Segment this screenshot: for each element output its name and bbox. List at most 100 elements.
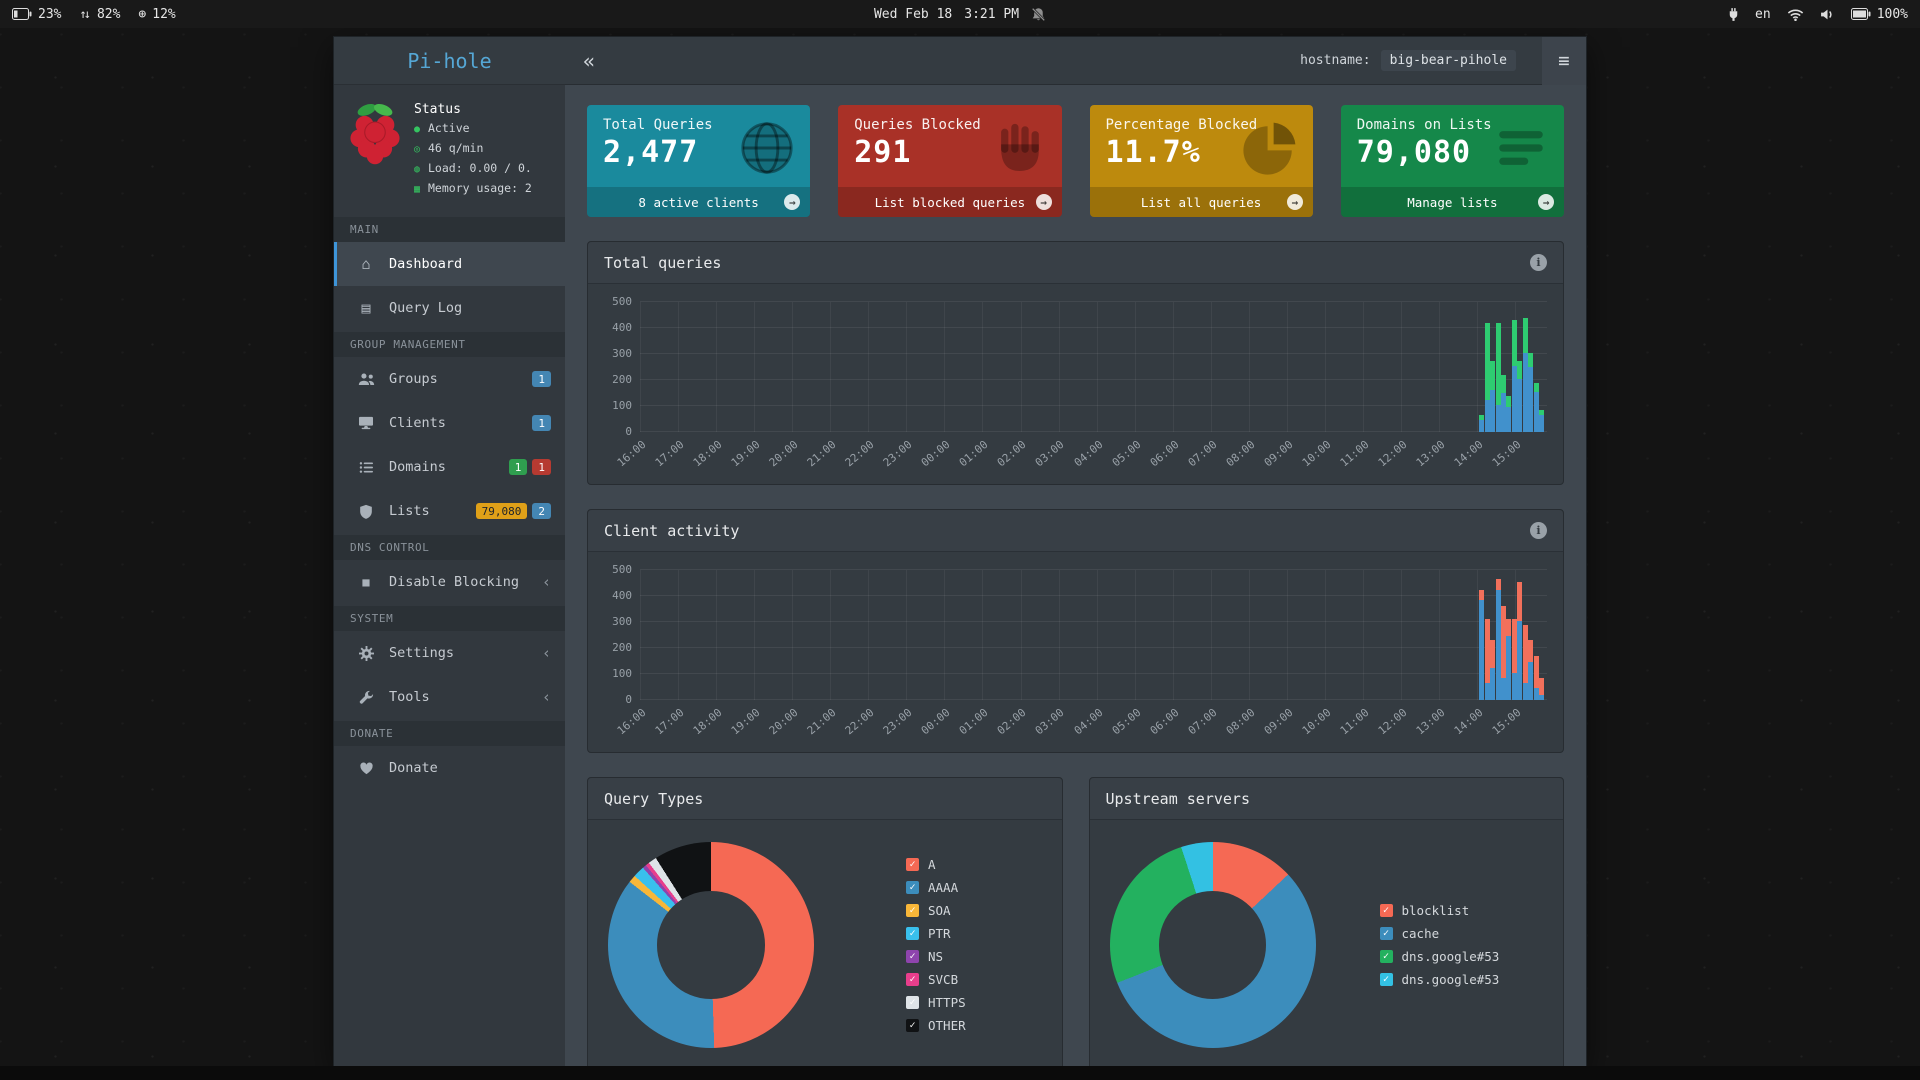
legend-item-cache[interactable]: ✓ cache xyxy=(1379,925,1500,942)
bar-segment xyxy=(1479,599,1485,700)
legend-color-box: ✓ xyxy=(1379,950,1393,963)
wrench-icon xyxy=(356,690,376,705)
status-rate-row: ◎ 46 q/min xyxy=(414,139,532,159)
card-value: 11.7% xyxy=(1105,135,1201,170)
x-axis-label: 16:00 xyxy=(614,706,649,738)
card-footer-link[interactable]: List blocked queries → xyxy=(838,187,1062,217)
v-gridline xyxy=(982,302,984,432)
menu-button[interactable]: ≡ xyxy=(1542,36,1586,85)
system-status-bar: 23% ↑↓ 82% ⊕ 12% Wed Feb 18 3:21 PM en xyxy=(0,0,1920,28)
legend-item-a[interactable]: ✓ A xyxy=(906,856,966,873)
bar-segment xyxy=(1495,322,1501,405)
v-gridline xyxy=(1401,570,1403,700)
card-footer-link[interactable]: List all queries → xyxy=(1089,187,1313,217)
users-icon xyxy=(356,372,376,386)
status-active-row: ● Active xyxy=(414,119,532,139)
legend-item-dns-google-53[interactable]: ✓ dns.google#53 xyxy=(1379,971,1499,988)
sidebar-item-label: Settings xyxy=(389,645,455,661)
sidebar-item-domains[interactable]: Domains 1 1 xyxy=(334,445,565,489)
pihole-logo[interactable]: Pi-hole xyxy=(334,37,565,85)
bar-segment xyxy=(1490,360,1496,391)
usb-icon[interactable] xyxy=(1728,7,1739,22)
card-footer-link[interactable]: 8 active clients → xyxy=(587,187,811,217)
wifi-icon[interactable] xyxy=(1787,8,1804,21)
sidebar-item-tools[interactable]: Tools ‹ xyxy=(334,675,565,719)
x-axis-label: 10:00 xyxy=(1299,706,1334,738)
x-axis-label: 12:00 xyxy=(1375,438,1410,470)
v-gridline xyxy=(830,302,832,432)
v-gridline xyxy=(1324,570,1326,700)
donut-hole xyxy=(657,891,765,999)
legend-item-dns-google-53[interactable]: ✓ dns.google#53 xyxy=(1379,948,1499,965)
sidebar-item-clients[interactable]: Clients 1 xyxy=(334,401,565,445)
x-axis-label: 21:00 xyxy=(804,706,839,738)
legend-color-box: ✓ xyxy=(906,973,919,986)
raspberry-logo xyxy=(350,104,400,165)
pie-chart-icon xyxy=(1243,122,1296,175)
legend-item-ns[interactable]: ✓ NS xyxy=(906,948,966,965)
legend-item-blocklist[interactable]: ✓ blocklist xyxy=(1379,902,1500,919)
volume-icon[interactable] xyxy=(1820,8,1835,21)
sidebar-item-donate[interactable]: Donate xyxy=(334,746,565,790)
x-axis-label: 02:00 xyxy=(995,438,1029,470)
sidebar-item-disable-blocking[interactable]: ■ Disable Blocking ‹ xyxy=(334,560,565,604)
legend-item-https[interactable]: ✓ HTTPS xyxy=(906,994,966,1011)
sidebar-item-groups[interactable]: Groups 1 xyxy=(334,357,565,401)
v-gridline xyxy=(640,570,641,700)
bar-segment xyxy=(1522,683,1528,700)
legend-item-other[interactable]: ✓ OTHER xyxy=(906,1017,966,1034)
bell-muted-icon[interactable] xyxy=(1031,7,1046,22)
bar-segment xyxy=(1500,374,1506,393)
keyboard-layout[interactable]: en xyxy=(1755,6,1771,22)
y-axis-label: 500 xyxy=(612,563,632,576)
x-axis-label: 02:00 xyxy=(995,706,1029,738)
battery-tray-indicator[interactable]: 100% xyxy=(1850,7,1908,22)
check-icon: ✓ xyxy=(909,859,916,870)
sidebar-item-settings[interactable]: Settings ‹ xyxy=(334,631,565,675)
bar-segment xyxy=(1500,677,1506,700)
card-footer-label: List blocked queries xyxy=(874,194,1026,210)
query-types-donut xyxy=(608,842,814,1048)
sidebar-item-dashboard[interactable]: ⌂ Dashboard xyxy=(334,242,565,286)
legend-item-aaaa[interactable]: ✓ AAAA xyxy=(906,879,966,896)
y-axis-label: 100 xyxy=(612,399,632,412)
card-title: Domains on Lists xyxy=(1356,117,1492,133)
main-area: « hostname: big-bear-pihole ≡ Total Quer… xyxy=(565,36,1586,1066)
bar-segment xyxy=(1511,672,1517,700)
x-axis-label: 19:00 xyxy=(728,438,763,470)
battery-icon xyxy=(12,8,32,20)
bar-segment xyxy=(1522,624,1528,684)
legend-label: A xyxy=(928,857,936,872)
upstream-servers-donut xyxy=(1109,842,1316,1048)
bar-segment xyxy=(1506,636,1512,700)
sidebar-collapse-button[interactable]: « xyxy=(583,48,596,73)
bar-segment xyxy=(1495,404,1501,432)
h-gridline xyxy=(640,621,1547,622)
panel-title: Total queries xyxy=(604,253,722,272)
system-monitors: 23% ↑↓ 82% ⊕ 12% xyxy=(12,7,176,22)
x-axis-label: 18:00 xyxy=(690,706,725,738)
v-gridline xyxy=(1058,302,1060,432)
globe-icon xyxy=(741,122,793,174)
sidebar-item-query-log[interactable]: ▤ Query Log xyxy=(334,286,565,330)
x-axis-label: 00:00 xyxy=(919,706,953,738)
h-gridline xyxy=(640,379,1547,380)
legend-item-ptr[interactable]: ✓ PTR xyxy=(906,925,966,942)
legend-item-soa[interactable]: ✓ SOA xyxy=(906,902,966,919)
card-footer-link[interactable]: Manage lists → xyxy=(1340,187,1564,217)
legend-item-svcb[interactable]: ✓ SVCB xyxy=(906,971,966,988)
bar-segment xyxy=(1506,619,1512,637)
v-gridline xyxy=(716,570,718,700)
sidebar-item-label: Lists xyxy=(389,503,430,519)
section-donate: DONATE xyxy=(334,721,565,746)
arrow-circle-icon: → xyxy=(1286,194,1303,210)
status-load-row: ◍ Load: 0.00 / 0. xyxy=(414,159,532,179)
x-axis-label: 17:00 xyxy=(652,706,687,738)
sidebar-item-lists[interactable]: Lists 79,080 2 xyxy=(334,489,565,533)
legend-color-box: ✓ xyxy=(906,858,919,871)
v-gridline xyxy=(830,570,832,700)
bar-segment xyxy=(1511,619,1517,673)
info-icon[interactable]: i xyxy=(1530,254,1547,271)
info-icon[interactable]: i xyxy=(1530,522,1547,539)
